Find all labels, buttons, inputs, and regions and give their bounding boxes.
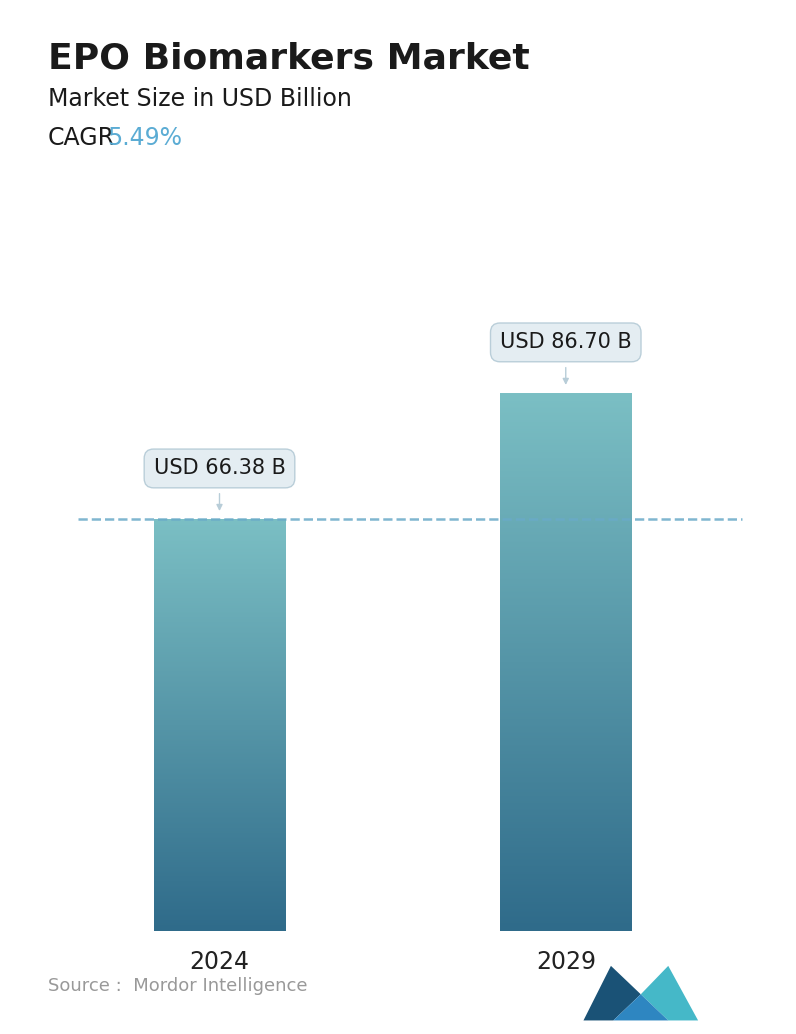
Text: USD 66.38 B: USD 66.38 B bbox=[154, 458, 286, 479]
Text: Market Size in USD Billion: Market Size in USD Billion bbox=[48, 87, 352, 111]
Text: CAGR: CAGR bbox=[48, 126, 115, 150]
Text: USD 86.70 B: USD 86.70 B bbox=[500, 332, 632, 353]
Text: EPO Biomarkers Market: EPO Biomarkers Market bbox=[48, 41, 529, 75]
Polygon shape bbox=[641, 966, 698, 1021]
Text: 5.49%: 5.49% bbox=[107, 126, 182, 150]
Polygon shape bbox=[613, 995, 668, 1021]
Polygon shape bbox=[583, 966, 641, 1021]
Text: Source :  Mordor Intelligence: Source : Mordor Intelligence bbox=[48, 977, 307, 995]
